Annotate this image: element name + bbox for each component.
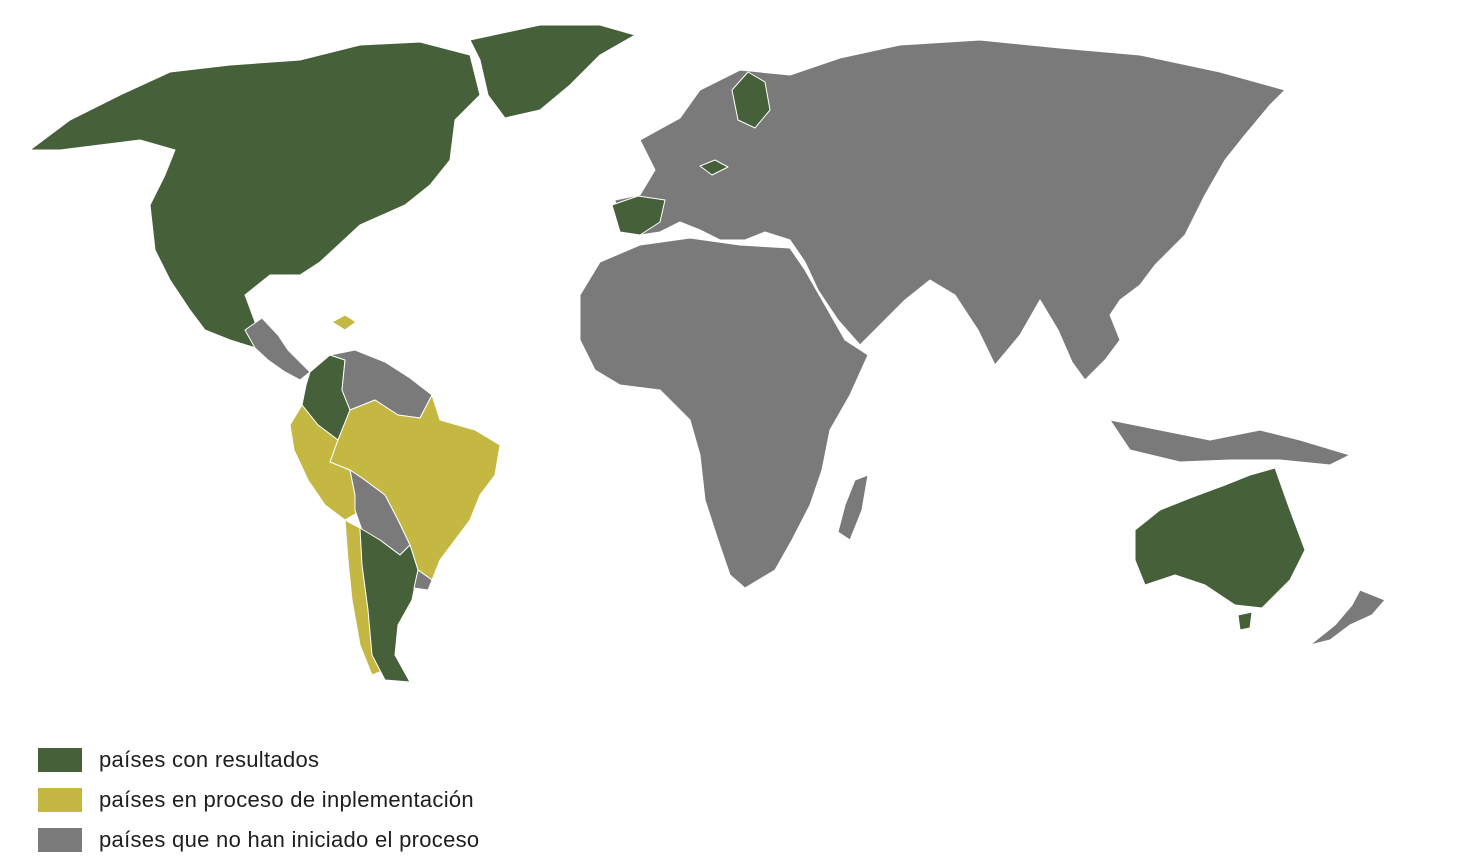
region-caribbean <box>331 314 357 331</box>
map-legend: países con resultados países en proceso … <box>38 740 479 860</box>
region-uruguay <box>413 569 433 591</box>
legend-label-progress: países en proceso de inplementación <box>99 787 474 812</box>
legend-swatch-none <box>38 828 82 852</box>
region-eurasia <box>614 39 1286 381</box>
legend-swatch-progress <box>38 788 82 812</box>
region-africa <box>579 237 869 589</box>
region-sea-islands <box>1109 419 1351 466</box>
region-czechia <box>699 159 729 176</box>
region-madagascar <box>837 474 869 541</box>
region-north-america <box>29 41 481 351</box>
region-argentina <box>359 527 419 683</box>
region-central-america <box>244 317 311 381</box>
legend-item-results: países con resultados <box>38 740 479 780</box>
legend-swatch-results <box>38 748 82 772</box>
region-greenland <box>469 24 636 119</box>
region-new-zealand <box>1309 589 1386 646</box>
region-finland <box>731 71 771 129</box>
region-tasmania <box>1237 611 1253 631</box>
legend-item-progress: países en proceso de inplementación <box>38 780 479 820</box>
legend-label-none: países que no han iniciado el proceso <box>99 827 480 852</box>
world-map <box>29 24 1386 683</box>
region-australia <box>1134 467 1306 609</box>
region-spain <box>611 195 666 236</box>
legend-label-results: países con resultados <box>99 747 320 772</box>
legend-item-none: países que no han iniciado el proceso <box>38 820 479 860</box>
